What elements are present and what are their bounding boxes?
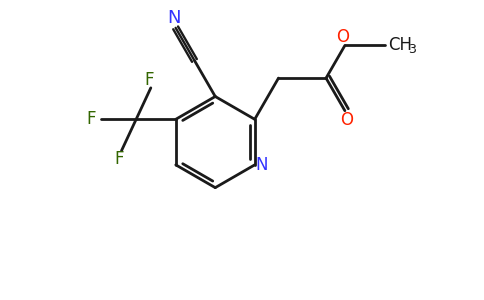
Text: 3: 3 [408, 43, 416, 56]
Text: F: F [115, 150, 124, 168]
Text: O: O [340, 111, 353, 129]
Text: CH: CH [388, 37, 412, 55]
Text: F: F [144, 71, 153, 89]
Text: N: N [256, 156, 268, 174]
Text: F: F [87, 110, 96, 128]
Text: N: N [167, 9, 181, 27]
Text: O: O [336, 28, 349, 46]
